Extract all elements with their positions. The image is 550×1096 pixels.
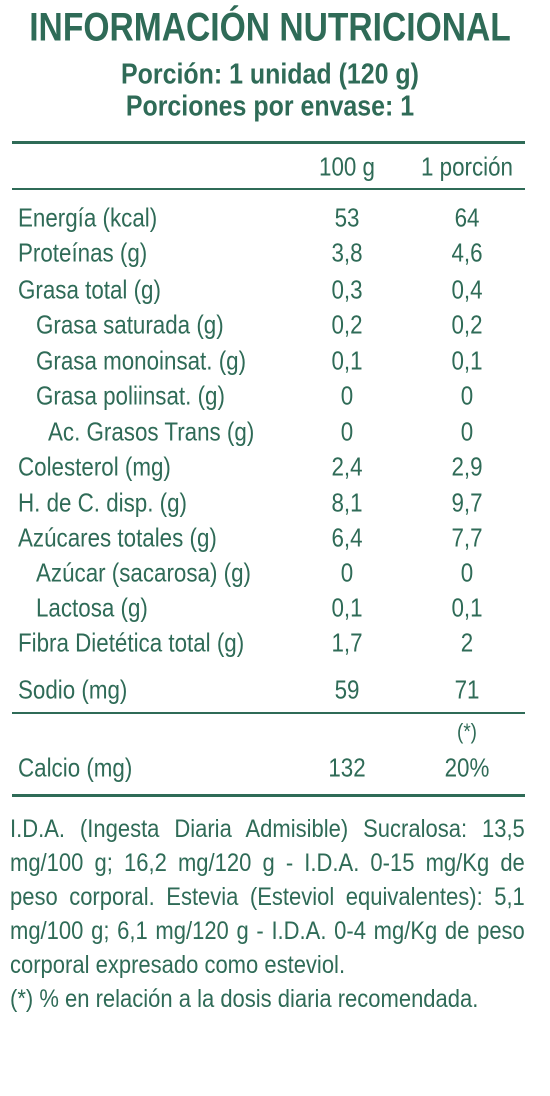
cell: 0 xyxy=(460,380,474,411)
cell: 7,7 xyxy=(451,522,483,553)
cell: 0 xyxy=(460,557,474,588)
row-label: Lactosa (g) xyxy=(36,592,148,623)
footnote: I.D.A. (Ingesta Diaria Admisible) Sucral… xyxy=(10,815,525,979)
cell: 132 xyxy=(328,752,366,783)
cell: 0,1 xyxy=(451,345,483,376)
note-mark: (*) xyxy=(457,719,477,744)
column-header: 1 porción xyxy=(421,151,513,182)
cell: 53 xyxy=(334,202,360,233)
rule xyxy=(12,188,525,190)
title: INFORMACIÓN NUTRICIONAL xyxy=(29,5,511,50)
cell: 2 xyxy=(460,627,474,658)
cell: 20% xyxy=(444,752,490,783)
cell: 2,4 xyxy=(331,451,363,482)
row-label: Sodio (mg) xyxy=(18,674,128,705)
cell: 0 xyxy=(340,380,354,411)
row-label: Azúcar (sacarosa) (g) xyxy=(36,557,251,588)
cell: 9,7 xyxy=(451,487,483,518)
cell: 1,7 xyxy=(331,627,363,658)
footnote: (*) % en relación a la dosis diaria reco… xyxy=(10,985,479,1013)
row-label: Colesterol (mg) xyxy=(18,451,171,482)
row-label: Calcio (mg) xyxy=(18,752,133,783)
cell: 6,4 xyxy=(331,522,363,553)
cell: 0 xyxy=(340,557,354,588)
row-label: Energía (kcal) xyxy=(18,202,158,233)
servings-per-container: Porciones por envase: 1 xyxy=(125,90,415,123)
cell: 71 xyxy=(454,674,480,705)
rule xyxy=(12,141,525,144)
cell: 64 xyxy=(454,202,480,233)
cell: 0 xyxy=(340,416,354,447)
cell: 0,3 xyxy=(331,274,363,305)
footnotes: I.D.A. (Ingesta Diaria Admisible) Sucral… xyxy=(10,812,525,1016)
row-label: Proteínas (g) xyxy=(18,237,148,268)
cell: 0,4 xyxy=(451,274,483,305)
cell: 0,2 xyxy=(451,309,483,340)
rule xyxy=(12,712,525,714)
cell: 0,1 xyxy=(331,345,363,376)
column-header: 100 g xyxy=(319,151,375,182)
serving: Porción: 1 unidad (120 g) xyxy=(121,58,419,91)
cell: 3,8 xyxy=(331,237,363,268)
cell: 59 xyxy=(334,674,360,705)
cell: 0,1 xyxy=(331,592,363,623)
row-label: Ac. Grasos Trans (g) xyxy=(48,416,255,447)
cell: 0 xyxy=(460,416,474,447)
row-label: Grasa poliinsat. (g) xyxy=(36,380,225,411)
row-label: H. de C. disp. (g) xyxy=(18,487,188,518)
row-label: Fibra Dietética total (g) xyxy=(18,627,245,658)
cell: 0,2 xyxy=(331,309,363,340)
row-label: Grasa total (g) xyxy=(18,274,161,305)
cell: 4,6 xyxy=(451,237,483,268)
row-label: Grasa monoinsat. (g) xyxy=(36,345,247,376)
cell: 2,9 xyxy=(451,451,483,482)
cell: 8,1 xyxy=(331,487,363,518)
rule xyxy=(12,794,525,797)
row-label: Grasa saturada (g) xyxy=(36,309,224,340)
row-label: Azúcares totales (g) xyxy=(18,522,217,553)
cell: 0,1 xyxy=(451,592,483,623)
